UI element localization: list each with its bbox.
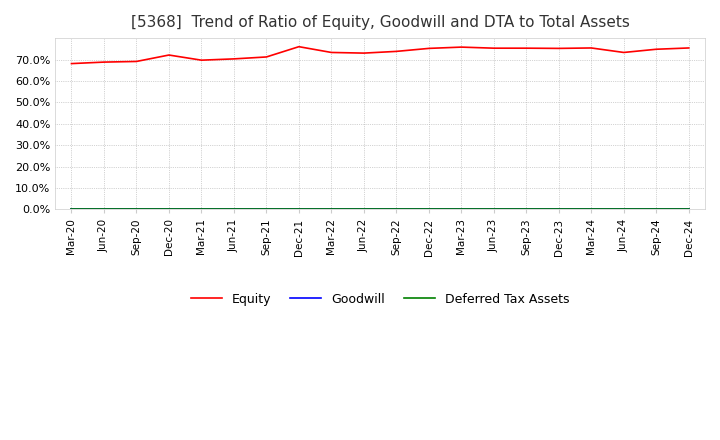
Goodwill [197, 207, 206, 212]
Legend: Equity, Goodwill, Deferred Tax Assets: Equity, Goodwill, Deferred Tax Assets [186, 288, 575, 311]
Equity [425, 46, 433, 51]
Goodwill [490, 207, 498, 212]
Equity [587, 45, 595, 51]
Deferred Tax Assets [165, 207, 174, 212]
Equity [392, 49, 401, 54]
Equity [165, 52, 174, 58]
Goodwill [294, 207, 303, 212]
Deferred Tax Assets [685, 207, 693, 212]
Equity [294, 44, 303, 49]
Equity [67, 61, 76, 66]
Equity [490, 45, 498, 51]
Deferred Tax Assets [619, 207, 628, 212]
Goodwill [327, 207, 336, 212]
Line: Equity: Equity [71, 47, 689, 64]
Goodwill [230, 207, 238, 212]
Equity [230, 56, 238, 62]
Deferred Tax Assets [457, 207, 466, 212]
Goodwill [359, 207, 368, 212]
Goodwill [262, 207, 271, 212]
Goodwill [132, 207, 141, 212]
Deferred Tax Assets [262, 207, 271, 212]
Goodwill [554, 207, 563, 212]
Deferred Tax Assets [359, 207, 368, 212]
Deferred Tax Assets [490, 207, 498, 212]
Deferred Tax Assets [425, 207, 433, 212]
Deferred Tax Assets [294, 207, 303, 212]
Goodwill [165, 207, 174, 212]
Goodwill [457, 207, 466, 212]
Deferred Tax Assets [652, 207, 660, 212]
Equity [522, 45, 531, 51]
Deferred Tax Assets [132, 207, 141, 212]
Title: [5368]  Trend of Ratio of Equity, Goodwill and DTA to Total Assets: [5368] Trend of Ratio of Equity, Goodwil… [131, 15, 629, 30]
Equity [132, 59, 141, 64]
Goodwill [619, 207, 628, 212]
Equity [197, 58, 206, 63]
Equity [327, 50, 336, 55]
Equity [619, 50, 628, 55]
Equity [99, 59, 108, 65]
Goodwill [425, 207, 433, 212]
Deferred Tax Assets [587, 207, 595, 212]
Equity [554, 46, 563, 51]
Goodwill [522, 207, 531, 212]
Deferred Tax Assets [327, 207, 336, 212]
Deferred Tax Assets [554, 207, 563, 212]
Equity [457, 44, 466, 50]
Deferred Tax Assets [230, 207, 238, 212]
Goodwill [99, 207, 108, 212]
Deferred Tax Assets [99, 207, 108, 212]
Goodwill [685, 207, 693, 212]
Goodwill [652, 207, 660, 212]
Equity [652, 47, 660, 52]
Goodwill [587, 207, 595, 212]
Deferred Tax Assets [197, 207, 206, 212]
Equity [262, 54, 271, 59]
Goodwill [67, 207, 76, 212]
Deferred Tax Assets [522, 207, 531, 212]
Deferred Tax Assets [67, 207, 76, 212]
Equity [359, 51, 368, 56]
Deferred Tax Assets [392, 207, 401, 212]
Goodwill [392, 207, 401, 212]
Equity [685, 45, 693, 51]
